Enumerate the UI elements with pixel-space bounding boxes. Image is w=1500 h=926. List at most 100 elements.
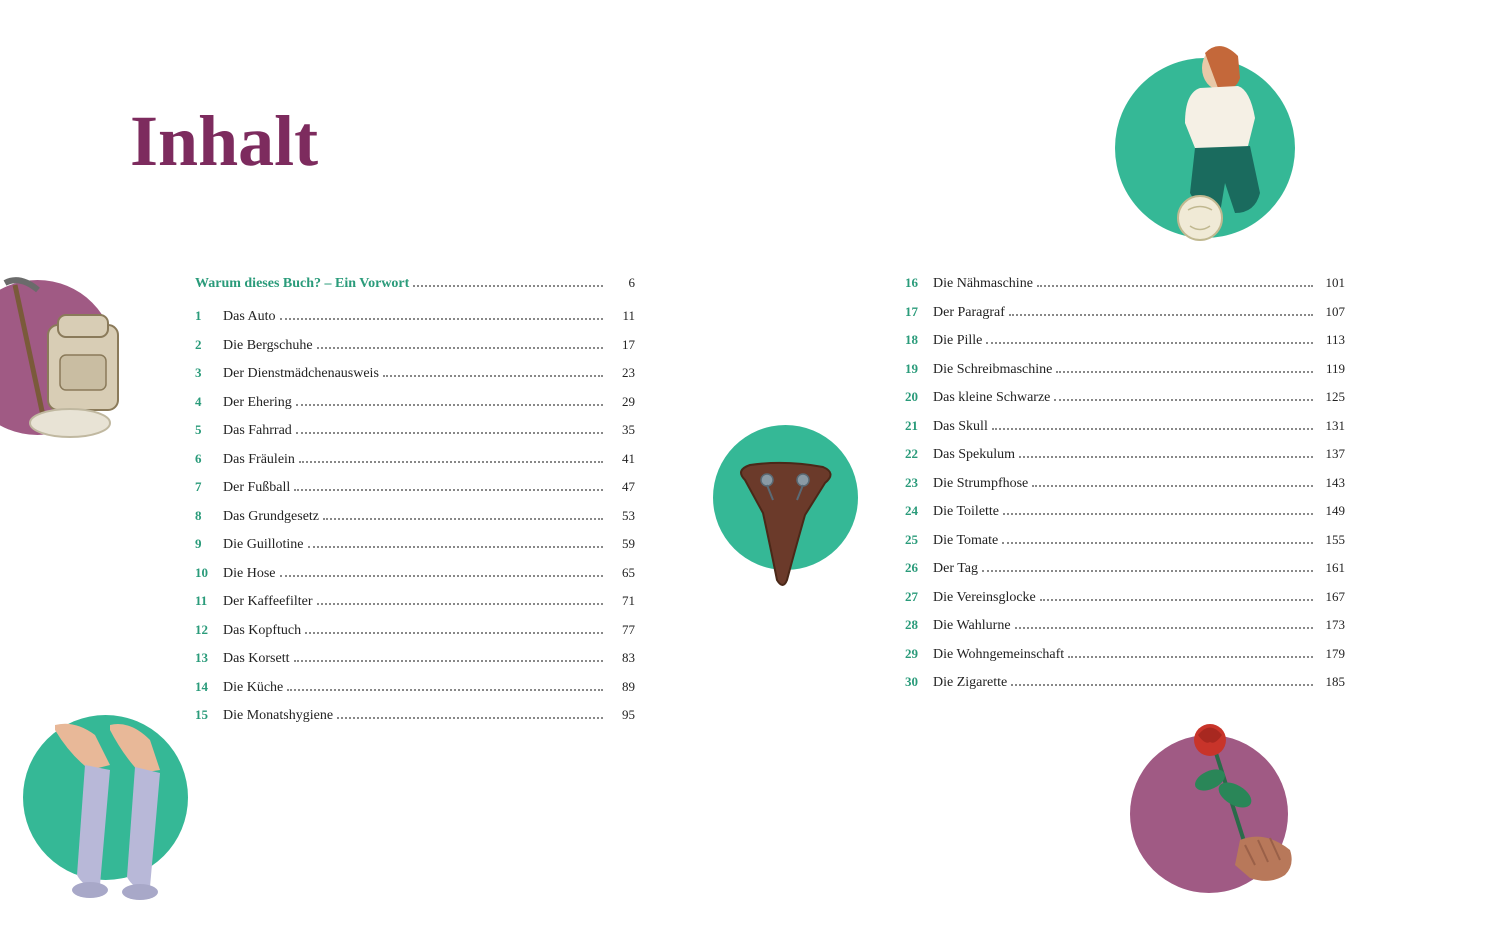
toc-dots — [1015, 627, 1313, 629]
toc-entry-number: 1 — [195, 308, 223, 324]
toc-entry-page: 89 — [607, 679, 635, 695]
page-title: Inhalt — [130, 100, 318, 183]
toc-dots — [308, 546, 604, 548]
toc-entry-page: 23 — [607, 365, 635, 381]
toc-entry: 30Die Zigarette185 — [905, 674, 1345, 691]
toc-entry-label: Die Vereinsglocke — [933, 590, 1036, 606]
toc-entry-number: 4 — [195, 394, 223, 410]
toc-entry: 26Der Tag161 — [905, 560, 1345, 577]
toc-entry-label: Die Monatshygiene — [223, 708, 333, 724]
toc-entry-label: Das Fräulein — [223, 452, 295, 468]
toc-entry-number: 8 — [195, 508, 223, 524]
toc-entry: 6Das Fräulein41 — [195, 451, 635, 468]
toc-dots — [1002, 542, 1313, 544]
toc-dots — [1019, 456, 1313, 458]
toc-entry-page: 53 — [607, 508, 635, 524]
toc-entry-number: 9 — [195, 536, 223, 552]
toc-entry-label: Der Fußball — [223, 480, 290, 496]
stockings-icon — [15, 695, 215, 915]
toc-entry-page: 107 — [1317, 304, 1345, 320]
toc-entry-page: 185 — [1317, 674, 1345, 690]
toc-entry-number: 27 — [905, 589, 933, 605]
toc-dots — [1054, 399, 1313, 401]
toc-dots — [299, 461, 603, 463]
toc-entry-page: 41 — [607, 451, 635, 467]
toc-entry-label: Die Tomate — [933, 533, 998, 549]
toc-entry: 22Das Spekulum137 — [905, 446, 1345, 463]
toc-entry-number: 18 — [905, 332, 933, 348]
toc-dots — [1068, 656, 1313, 658]
toc-entry: 16Die Nähmaschine101 — [905, 275, 1345, 292]
toc-right-column: 16Die Nähmaschine10117Der Paragraf10718D… — [905, 275, 1345, 703]
toc-entry: 20Das kleine Schwarze125 — [905, 389, 1345, 406]
toc-entry: 14Die Küche89 — [195, 679, 635, 696]
toc-entry-page: 161 — [1317, 560, 1345, 576]
toc-entry: 28Die Wahlurne 173 — [905, 617, 1345, 634]
toc-entry-page: 137 — [1317, 446, 1345, 462]
toc-entry-number: 3 — [195, 365, 223, 381]
backpack-icon — [0, 255, 160, 455]
toc-entry-page: 179 — [1317, 646, 1345, 662]
toc-entry-label: Das Grundgesetz — [223, 509, 319, 525]
toc-dots — [1009, 314, 1313, 316]
toc-entry-number: 26 — [905, 560, 933, 576]
toc-entry-number: 13 — [195, 650, 223, 666]
toc-entry-page: 143 — [1317, 475, 1345, 491]
rose-hand-icon — [1110, 710, 1320, 910]
saddle-icon — [695, 425, 875, 605]
toc-dots — [383, 375, 603, 377]
toc-entry-number: 11 — [195, 593, 223, 609]
toc-entry-number: 5 — [195, 422, 223, 438]
toc-entry: 5Das Fahrrad 35 — [195, 422, 635, 439]
toc-entry: 15Die Monatshygiene95 — [195, 707, 635, 724]
toc-entry-number: 28 — [905, 617, 933, 633]
toc-entry: 12Das Kopftuch77 — [195, 622, 635, 639]
toc-entry-label: Der Paragraf — [933, 305, 1005, 321]
toc-entry-label: Die Strumpfhose — [933, 476, 1028, 492]
toc-entry-number: 25 — [905, 532, 933, 548]
toc-entry: 27Die Vereinsglocke 167 — [905, 589, 1345, 606]
toc-entry-page: 155 — [1317, 532, 1345, 548]
toc-dots — [1040, 599, 1313, 601]
toc-entry-label: Die Wahlurne — [933, 618, 1011, 634]
toc-entry-number: 10 — [195, 565, 223, 581]
toc-entry: 9Die Guillotine59 — [195, 536, 635, 553]
toc-entry-label: Das Spekulum — [933, 447, 1015, 463]
toc-entry: 13Das Korsett83 — [195, 650, 635, 667]
toc-entry: 3Der Dienstmädchenausweis23 — [195, 365, 635, 382]
toc-entry-page: 65 — [607, 565, 635, 581]
toc-entry-page: 17 — [607, 337, 635, 353]
toc-dots — [317, 603, 603, 605]
toc-entry-number: 2 — [195, 337, 223, 353]
toc-entry: 4Der Ehering 29 — [195, 394, 635, 411]
toc-entry-page: 47 — [607, 479, 635, 495]
toc-entry-page: 35 — [607, 422, 635, 438]
toc-entry-number: 23 — [905, 475, 933, 491]
toc-dots — [1056, 371, 1313, 373]
toc-dots — [992, 428, 1313, 430]
toc-foreword-label: Warum dieses Buch? – Ein Vorwort — [195, 276, 409, 292]
toc-entry-page: 125 — [1317, 389, 1345, 405]
toc-dots — [294, 489, 603, 491]
toc-entry-label: Die Hose — [223, 566, 276, 582]
toc-entry-label: Die Schreibmaschine — [933, 362, 1052, 378]
toc-entry-page: 71 — [607, 593, 635, 609]
toc-dots — [1037, 285, 1313, 287]
toc-entry-label: Das Fahrrad — [223, 423, 292, 439]
toc-entry-page: 167 — [1317, 589, 1345, 605]
toc-entry-page: 173 — [1317, 617, 1345, 633]
toc-entry: 1Das Auto11 — [195, 308, 635, 325]
toc-dots — [982, 570, 1313, 572]
toc-entry: 7Der Fußball47 — [195, 479, 635, 496]
toc-entry-number: 14 — [195, 679, 223, 695]
toc-dots — [305, 632, 603, 634]
toc-entry-page: 29 — [607, 394, 635, 410]
toc-entry: 8Das Grundgesetz 53 — [195, 508, 635, 525]
toc-dots — [323, 518, 603, 520]
toc-entry-label: Die Guillotine — [223, 537, 304, 553]
toc-entry-label: Der Kaffeefilter — [223, 594, 313, 610]
toc-entry-label: Das Korsett — [223, 651, 290, 667]
toc-entry-label: Der Ehering — [223, 395, 292, 411]
toc-entry-label: Die Zigarette — [933, 675, 1007, 691]
toc-entry: 25Die Tomate 155 — [905, 532, 1345, 549]
